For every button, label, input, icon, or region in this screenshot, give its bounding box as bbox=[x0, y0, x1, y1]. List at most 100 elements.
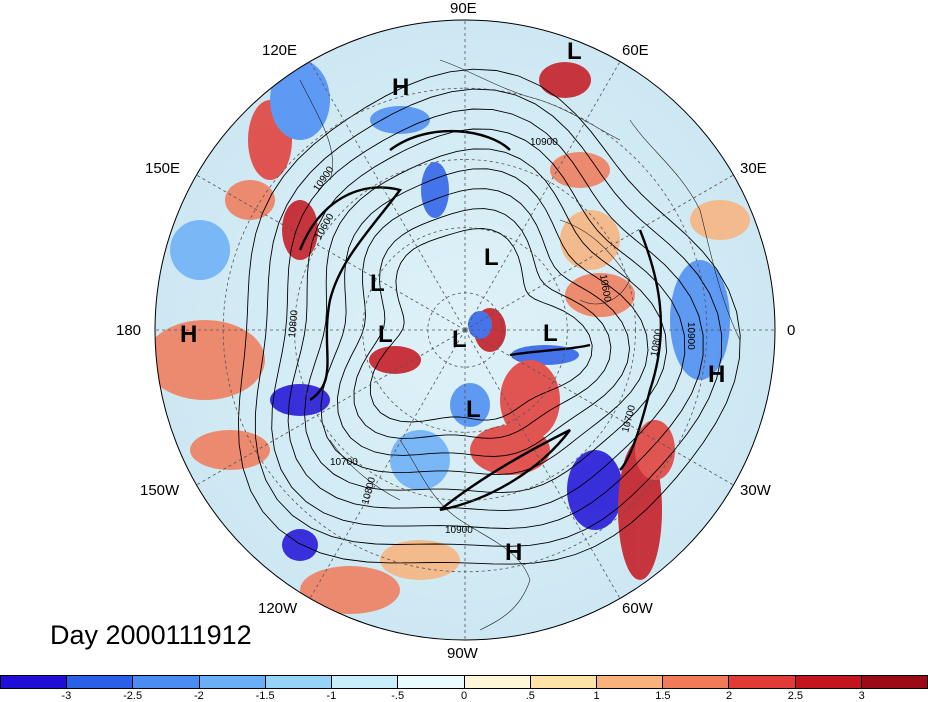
meridian-line bbox=[464, 329, 621, 599]
colorbar bbox=[0, 675, 928, 689]
anomaly-blob bbox=[468, 311, 492, 339]
colorbar-swatch bbox=[596, 676, 664, 688]
high-pressure-marker: H bbox=[708, 361, 726, 388]
anomaly-blob bbox=[567, 450, 623, 530]
height-contour bbox=[353, 208, 612, 439]
colorbar-tick-label: 2 bbox=[726, 690, 733, 702]
longitude-label: 150W bbox=[140, 482, 180, 499]
graticule bbox=[155, 20, 775, 640]
meridian-line bbox=[464, 174, 734, 331]
meridian-line bbox=[464, 329, 734, 486]
contour-value-label: 10600 bbox=[597, 274, 613, 304]
colorbar-tick-label: -2 bbox=[194, 690, 204, 702]
colorbar-tick-label: 1 bbox=[593, 690, 600, 702]
jet-contour bbox=[389, 129, 511, 151]
low-pressure-marker: L bbox=[567, 38, 582, 65]
longitude-label: 30W bbox=[740, 482, 771, 499]
height-contour bbox=[369, 228, 593, 423]
jet-contour bbox=[439, 428, 571, 512]
coastline bbox=[399, 439, 531, 631]
anomaly-blob bbox=[390, 430, 450, 490]
coastline bbox=[559, 219, 631, 305]
anomaly-blob bbox=[170, 220, 230, 280]
anomaly-blob bbox=[635, 420, 675, 480]
low-pressure-marker: L bbox=[484, 244, 499, 271]
height-contour bbox=[237, 68, 741, 565]
jet-contours bbox=[298, 129, 663, 512]
colorbar-tick-label: -3 bbox=[61, 690, 72, 702]
low-pressure-marker: L bbox=[543, 320, 558, 347]
colorbar-tick-label: .5 bbox=[525, 690, 535, 702]
colorbar-swatch bbox=[332, 676, 399, 688]
height-contour bbox=[304, 148, 667, 494]
low-pressure-marker: L bbox=[452, 326, 467, 353]
anomaly-blob bbox=[370, 106, 430, 134]
high-pressure-marker: H bbox=[392, 74, 410, 101]
anomaly-blob bbox=[300, 566, 400, 614]
anomaly-blob bbox=[690, 200, 750, 240]
contour-value-label: 10800 bbox=[649, 328, 665, 358]
coastline bbox=[299, 79, 333, 181]
height-contour bbox=[287, 128, 686, 512]
colorbar-swatch bbox=[67, 676, 134, 688]
colorbar-tick-label: -2.5 bbox=[123, 690, 143, 702]
colorbar-tick-label: 1.5 bbox=[655, 690, 671, 702]
anomaly-blob bbox=[270, 60, 330, 140]
anomaly-blob bbox=[190, 430, 270, 470]
longitude-label: 90W bbox=[447, 645, 478, 662]
longitude-label: 120E bbox=[262, 42, 298, 59]
colorbar-swatch bbox=[133, 676, 200, 688]
colorbar-tick-label: 2.5 bbox=[787, 690, 804, 702]
colorbar-swatch bbox=[199, 676, 266, 688]
contour-value-label: 10900 bbox=[685, 322, 696, 350]
polar-map: 1090010900108001060010600109001080010700… bbox=[154, 19, 776, 641]
coastline bbox=[329, 439, 401, 501]
anomaly-blob bbox=[560, 210, 620, 270]
day-label: Day 2000111912 bbox=[50, 620, 252, 650]
colorbar-tick-label: -.5 bbox=[391, 690, 405, 702]
anomaly-blob bbox=[380, 540, 460, 580]
coastline bbox=[629, 119, 741, 341]
colorbar-tick-label: -1.5 bbox=[255, 690, 275, 702]
height-contour bbox=[254, 88, 723, 547]
low-pressure-marker: L bbox=[466, 396, 481, 423]
colorbar-swatch bbox=[861, 676, 928, 688]
contour-value-label: 10700 bbox=[330, 457, 358, 468]
colorbar-swatch bbox=[398, 676, 465, 688]
anomaly-blob bbox=[270, 384, 330, 416]
anomaly-blob bbox=[421, 162, 449, 218]
longitude-label: 150E bbox=[145, 160, 181, 177]
longitude-label: 0 bbox=[787, 322, 796, 339]
map-border bbox=[154, 19, 776, 641]
meridian-line bbox=[309, 61, 466, 331]
anomaly-blob bbox=[282, 200, 318, 260]
jet-contour bbox=[619, 229, 663, 471]
colorbar-swatch bbox=[265, 676, 333, 688]
colorbar-swatch bbox=[729, 676, 796, 688]
colorbar-swatch bbox=[663, 676, 730, 688]
colorbar-swatch bbox=[795, 676, 862, 688]
meridian-line bbox=[309, 329, 466, 599]
anomaly-blob bbox=[470, 425, 550, 475]
anomaly-blob bbox=[155, 320, 265, 400]
colorbar-tick-label: -1 bbox=[326, 690, 337, 702]
colorbar-swatch bbox=[464, 676, 531, 688]
contour-value-label: 10900 bbox=[445, 525, 473, 536]
longitude-label: 90E bbox=[450, 0, 477, 17]
high-pressure-marker: H bbox=[180, 321, 198, 348]
anomaly-blob bbox=[450, 383, 490, 427]
meridian-line bbox=[196, 174, 466, 331]
contour-value-label: 10900 bbox=[530, 137, 558, 148]
anomaly-blob bbox=[550, 152, 610, 188]
high-pressure-marker: H bbox=[505, 539, 523, 566]
anomaly-blob bbox=[369, 346, 421, 374]
jet-contour bbox=[298, 186, 403, 401]
longitude-label: 60W bbox=[622, 600, 653, 617]
height-contour bbox=[336, 188, 630, 457]
height-contour bbox=[320, 168, 649, 476]
colorbar-tick-label: 0 bbox=[460, 690, 468, 702]
anomaly-blob bbox=[282, 529, 318, 561]
colorbar-swatch bbox=[1, 676, 68, 688]
anomaly-blob bbox=[225, 180, 275, 220]
colorbar-tick-label: 3 bbox=[858, 690, 865, 702]
